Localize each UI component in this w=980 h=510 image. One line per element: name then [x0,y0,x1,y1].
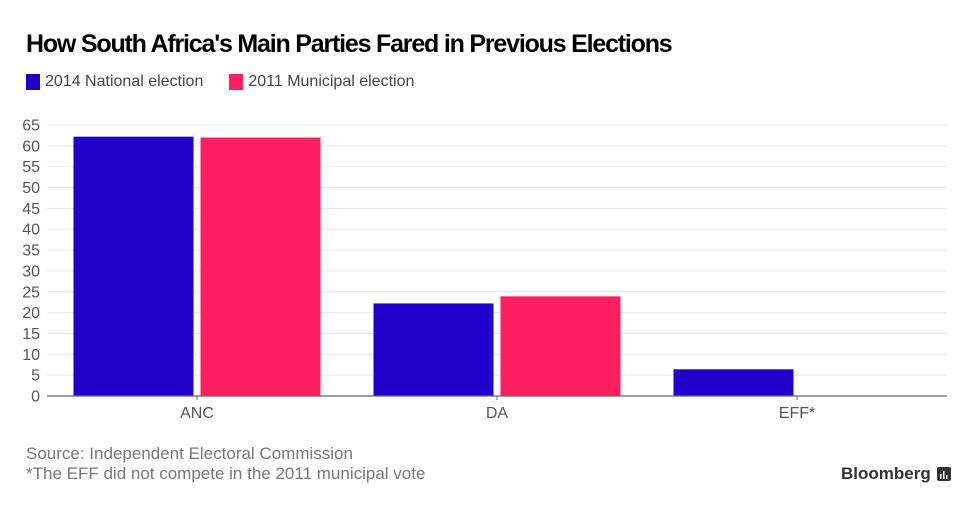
bar-anc-2011 [200,137,321,396]
legend: 2014 National election 2011 Municipal el… [26,73,440,91]
y-tick-label: 30 [22,263,40,280]
bar-da-2014 [373,303,494,396]
y-tick-label: 5 [31,368,40,385]
legend-item-2011: 2011 Municipal election [229,73,414,91]
y-tick-label: 25 [22,284,40,301]
footnote: *The EFF did not compete in the 2011 mun… [26,464,426,483]
bar-eff-2014 [673,369,794,396]
bloomberg-chart-icon [936,467,951,481]
y-tick-label: 15 [22,326,40,343]
x-tick-label: EFF* [779,405,815,422]
y-tick-label: 45 [22,201,40,218]
bloomberg-logo: Bloomberg [841,464,951,484]
legend-label-2011: 2011 Municipal election [248,73,415,90]
legend-swatch-2011 [229,74,244,90]
y-tick-label: 60 [22,138,40,155]
y-axis-ticks: 0 5 10 15 20 25 30 35 40 45 50 55 60 65 [22,118,40,406]
gridlines [47,124,947,376]
legend-swatch-2014 [26,74,40,90]
legend-label-2014: 2014 National election [45,73,204,90]
y-tick-label: 20 [22,305,40,322]
legend-item-2014: 2014 National election [26,73,203,91]
y-tick-label: 10 [22,347,40,364]
y-tick-label: 55 [22,159,40,176]
y-tick-label: 40 [22,222,40,239]
footer-notes: Source: Independent Electoral Commission… [26,444,425,484]
y-tick-label: 0 [31,389,40,406]
source-note: Source: Independent Electoral Commission [26,444,353,463]
bar-da-2011 [500,296,621,396]
x-tick-label: ANC [180,405,214,422]
y-tick-label: 65 [22,118,40,135]
y-tick-label: 50 [22,180,40,197]
y-tick-label: 35 [22,243,40,260]
brand-name: Bloomberg [841,464,931,483]
bar-anc-2014 [73,136,194,397]
x-axis: ANC DA EFF* [47,395,947,422]
bars [73,136,794,397]
chart-title: How South Africa's Main Parties Fared in… [26,30,673,58]
x-tick-label: DA [486,405,509,422]
